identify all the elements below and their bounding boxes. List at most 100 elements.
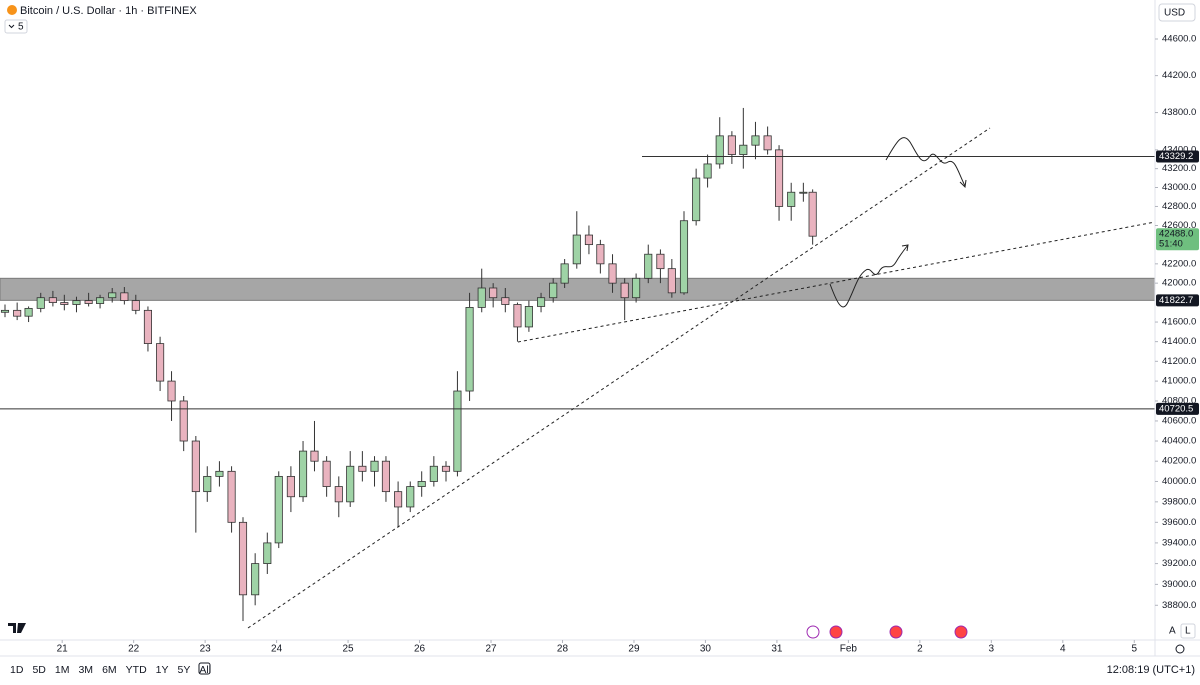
y-tick-label: 43200.0 xyxy=(1162,163,1196,174)
last-price: 42488.0 xyxy=(1159,229,1193,240)
candle-body xyxy=(477,287,486,308)
candle-body xyxy=(537,297,546,307)
y-tick-label: 40600.0 xyxy=(1162,415,1196,426)
candle-body xyxy=(703,163,712,179)
candle-body xyxy=(167,380,176,402)
range-button[interactable]: 3M xyxy=(78,664,93,676)
y-tick-label: 39400.0 xyxy=(1162,537,1196,548)
candle-body xyxy=(763,135,772,151)
candle-body xyxy=(191,440,200,493)
y-tick-label: 40800.0 xyxy=(1162,395,1196,406)
range-button[interactable]: 1D xyxy=(10,664,24,676)
candle-body xyxy=(465,307,474,392)
x-tick-label: 21 xyxy=(57,644,69,655)
range-button[interactable]: 1Y xyxy=(156,664,169,676)
candle-body xyxy=(179,400,188,442)
y-tick-label: 44600.0 xyxy=(1162,34,1196,45)
range-button[interactable]: 5D xyxy=(32,664,46,676)
candle-body xyxy=(346,465,355,503)
y-tick-label: 38800.0 xyxy=(1162,600,1196,611)
x-tick-label: 26 xyxy=(414,644,426,655)
x-tick-label: 31 xyxy=(771,644,783,655)
event-icon[interactable] xyxy=(889,625,903,639)
candle-body xyxy=(286,475,295,498)
x-tick-label: 28 xyxy=(557,644,569,655)
candle-body xyxy=(799,191,808,194)
candle-body xyxy=(739,144,748,155)
x-tick-label: 27 xyxy=(485,644,497,655)
scale-mode[interactable]: A xyxy=(1169,626,1176,637)
candle-body xyxy=(274,475,283,544)
settings-icon[interactable] xyxy=(1175,644,1185,654)
candle-body xyxy=(453,390,462,472)
candle-body xyxy=(108,292,117,299)
candle-body xyxy=(215,470,224,477)
candle-body xyxy=(334,486,343,503)
candle-body xyxy=(513,304,522,328)
candle-body xyxy=(679,220,689,294)
x-tick-label: 24 xyxy=(271,644,283,655)
plot-area xyxy=(0,107,1156,622)
time-axis: 21 22 23 24 25 26 27 28 29 30 31 Feb 2 3 4 5 xyxy=(57,640,1137,655)
candle-body xyxy=(13,309,22,317)
candle-body xyxy=(238,521,248,596)
candle-body xyxy=(251,563,260,596)
y-tick-label: 39000.0 xyxy=(1162,579,1196,590)
y-tick-label: 39200.0 xyxy=(1162,558,1196,569)
arrow-head xyxy=(959,179,967,189)
y-tick-label: 40200.0 xyxy=(1162,456,1196,467)
event-icon[interactable] xyxy=(806,625,820,639)
candle-body xyxy=(263,542,272,564)
symbol-icon xyxy=(7,5,17,15)
candle-body xyxy=(406,486,415,508)
y-tick-label: 40400.0 xyxy=(1162,436,1196,447)
candle-body xyxy=(501,297,510,305)
candle-body xyxy=(120,292,129,302)
scale-mode[interactable]: L xyxy=(1185,626,1191,637)
price-axis: 44600.0 44200.0 43800.0 43400.0 43200.0 43000… xyxy=(1155,34,1199,611)
range-button[interactable]: YTD xyxy=(126,664,147,676)
arrow-head xyxy=(901,244,909,252)
candle-body xyxy=(358,465,367,472)
currency-button[interactable] xyxy=(1158,3,1196,22)
chevron xyxy=(8,24,15,29)
candle-body xyxy=(692,177,701,222)
candle-body xyxy=(644,253,653,279)
candle-body xyxy=(549,282,558,299)
scale-mode-box[interactable] xyxy=(1180,623,1196,639)
candle-body xyxy=(203,475,212,493)
range-button[interactable]: 5Y xyxy=(178,664,191,676)
y-tick-label: 41200.0 xyxy=(1162,356,1196,367)
candle-body xyxy=(322,460,331,487)
event-icon[interactable] xyxy=(954,625,968,639)
candle-body xyxy=(227,470,236,523)
countdown: 51:40 xyxy=(1159,239,1183,250)
y-tick-label: 44200.0 xyxy=(1162,70,1196,81)
candle-body xyxy=(310,450,319,462)
y-tick-label: 39800.0 xyxy=(1162,496,1196,507)
bottom-toolbar: 1D 5D 1M 3M 6M YTD 1Y 5Y All xyxy=(10,664,211,676)
x-tick-label: 3 xyxy=(989,644,995,655)
y-tick-label: 41000.0 xyxy=(1162,376,1196,387)
range-button[interactable]: 1M xyxy=(55,664,70,676)
x-tick-label: 30 xyxy=(700,644,712,655)
y-tick-label: 41600.0 xyxy=(1162,317,1196,328)
candle-body xyxy=(727,135,736,155)
candle-body xyxy=(24,307,33,317)
range-button[interactable]: 6M xyxy=(102,664,117,676)
event-icon[interactable] xyxy=(829,625,843,639)
projection-drawing xyxy=(829,244,909,308)
y-tick-label: 40000.0 xyxy=(1162,476,1196,487)
range-button[interactable]: All xyxy=(199,664,211,676)
indicators-toggle[interactable] xyxy=(4,19,28,34)
calendar-icon[interactable] xyxy=(198,662,211,675)
projection-drawing xyxy=(885,137,966,187)
x-tick-label: 5 xyxy=(1131,644,1137,655)
candle-body xyxy=(381,460,390,493)
y-tick-label: 43400.0 xyxy=(1162,144,1196,155)
candle-body xyxy=(36,297,45,309)
y-tick-label: 39600.0 xyxy=(1162,517,1196,528)
candle-body xyxy=(572,234,581,265)
candle-body xyxy=(48,297,57,303)
candle-body xyxy=(441,465,451,472)
